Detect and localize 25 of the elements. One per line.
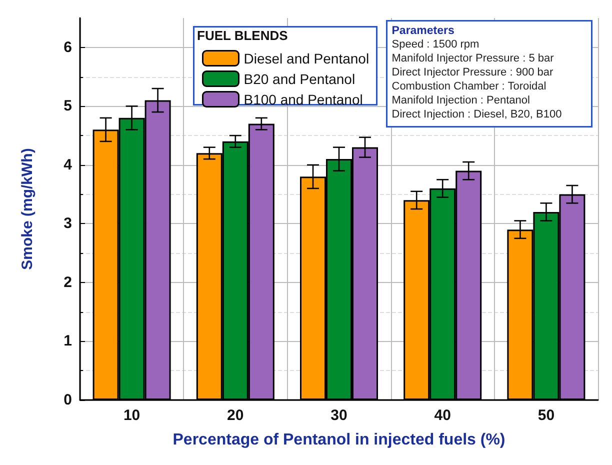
y-axis-title: Smoke (mg/kWh): [19, 148, 36, 270]
y-tick-label: 0: [64, 392, 72, 408]
y-tick-label: 1: [64, 332, 72, 350]
annotation: Manifold Injection : Pentanol: [392, 94, 530, 106]
legend-title: FUEL BLENDS: [197, 28, 288, 43]
x-tick-label: 30: [330, 407, 348, 424]
y-tick-label: 6: [64, 38, 72, 56]
x-tick-label: 50: [538, 407, 555, 424]
x-tick-label: 20: [227, 407, 244, 424]
legend-label: B100 and Pentanol: [244, 91, 363, 108]
annotation: Direct Injection : Diesel, B20, B100: [392, 108, 562, 120]
y-tick-label: 3: [64, 215, 72, 232]
y-tick-label: 5: [64, 98, 72, 115]
legend-label: Diesel and Pentanol: [244, 50, 370, 66]
annotation: Parameters: [392, 24, 454, 37]
x-tick-label: 10: [123, 407, 140, 424]
x-axis-title: Percentage of Pentanol in injected fuels (%): [172, 432, 506, 448]
annotation: Direct Injector Pressure : 900 bar: [392, 66, 554, 78]
y-tick-label: 4: [64, 156, 73, 174]
legend-label: B20 and Pentanol: [244, 70, 356, 87]
y-tick-label: 2: [64, 274, 72, 291]
annotation: Speed : 1500 rpm: [392, 38, 480, 50]
annotation: Combustion Chamber : Toroidal: [392, 80, 546, 92]
annotation: Manifold Injector Pressure : 5 bar: [392, 52, 554, 64]
x-tick-label: 40: [434, 407, 451, 424]
